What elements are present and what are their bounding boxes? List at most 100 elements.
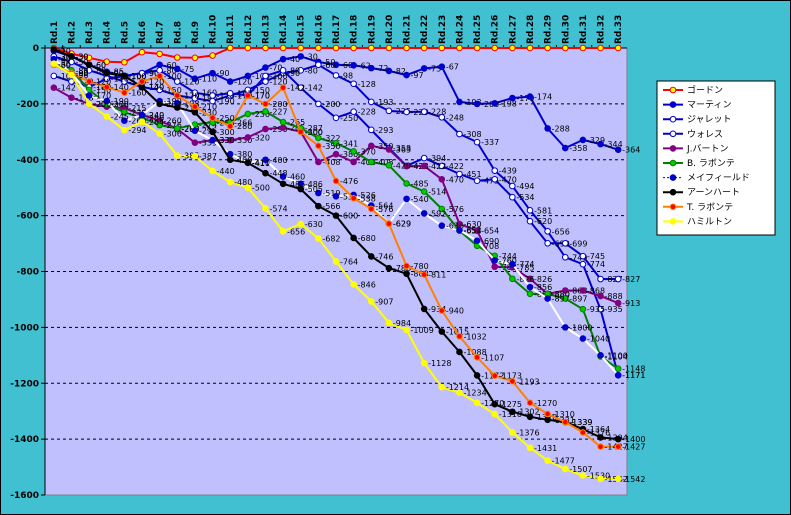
data-label: -100 [252,72,270,81]
x-tick-label: Rd.4 [103,21,113,44]
data-label: -75 [181,65,194,74]
data-point [614,443,622,450]
data-label: -120 [234,78,252,87]
data-label: -566 [322,202,340,211]
data-label: -897 [569,295,587,304]
data-point [332,72,340,79]
data-label: -190 [217,97,235,106]
data-point [103,83,111,91]
data-point [579,260,587,268]
data-label: -30 [75,52,88,61]
x-tick-label: Rd.29 [544,15,554,44]
data-label: -470 [446,175,464,184]
data-point [403,162,410,170]
data-label: -364 [622,146,640,155]
data-point [121,89,128,96]
legend-entry-label: ジャレット [687,115,732,125]
x-tick-label: Rd.5 [120,21,130,44]
data-point [473,353,481,361]
x-tick-label: Rd.25 [473,15,483,44]
data-label: -387 [199,152,217,161]
data-point [456,44,463,52]
data-label: -1542 [622,475,645,484]
y-tick-label: -600 [16,212,39,222]
data-point [332,212,340,219]
data-point [473,138,481,146]
data-label: -30 [75,52,88,61]
data-label: -160 [128,89,146,98]
legend-marker [669,130,677,138]
data-point [173,152,181,159]
data-point [121,126,128,134]
data-label: -935 [605,305,623,314]
data-point [297,128,305,136]
data-label: -285 [287,124,305,133]
data-point [579,335,587,342]
data-point [491,176,499,183]
data-label: -1107 [481,353,504,362]
data-point [367,142,375,150]
data-label: -422 [446,162,464,171]
data-label: -60 [93,61,106,70]
data-point [526,413,534,421]
data-label: -140 [111,83,129,92]
data-label: -448 [269,169,287,178]
data-label: -80 [305,66,318,75]
x-tick-label: Rd.19 [367,15,377,44]
x-tick-label: Rd.30 [561,15,571,44]
data-label: -1376 [516,428,539,437]
data-label: -72 [375,64,388,73]
data-label: -682 [322,235,340,244]
legend-marker [669,188,677,196]
data-label: -120 [75,78,93,87]
legend-marker [669,115,677,123]
data-label: -80 [75,66,88,75]
data-point [332,258,340,265]
legend-marker [669,218,677,225]
data-point [420,305,428,313]
data-label: -1431 [534,444,557,453]
data-point [226,78,234,85]
data-label: -408 [375,158,393,167]
data-point [526,399,534,407]
data-point [456,220,463,228]
data-point [526,217,534,225]
data-point [526,93,534,100]
data-point [526,275,534,283]
x-tick-label: Rd.18 [350,15,360,44]
x-tick-label: Rd.33 [614,15,624,44]
data-label: -142 [305,84,323,93]
data-point [209,69,216,77]
data-point [138,48,146,56]
data-point [544,410,551,418]
data-point [385,107,393,115]
data-label: -592 [428,209,446,218]
data-label: -934 [428,305,446,314]
data-point [103,69,111,77]
data-label: -907 [375,297,393,306]
data-point [226,122,234,130]
data-point [173,78,181,85]
data-label: -531 [340,192,358,201]
data-label: -5 [58,45,66,54]
data-label: -215 [128,104,146,113]
data-label: -505 [305,185,323,194]
data-label: -140 [93,83,111,92]
data-label: -411 [252,159,270,168]
legend-entry-label: J.バートン [686,143,729,154]
data-label: -475 [481,177,499,186]
x-tick-label: Rd.13 [261,15,271,44]
data-point [156,130,163,137]
data-label: -1000 [569,323,592,332]
data-point [279,118,287,126]
data-point [173,65,181,73]
y-tick-label: -1200 [10,379,39,389]
data-label: -174 [534,93,552,102]
data-point [614,475,622,483]
data-label: -746 [375,252,393,261]
data-label: -170 [93,91,111,100]
data-point [473,399,481,407]
data-label: -339 [199,139,217,148]
data-point [438,328,446,335]
